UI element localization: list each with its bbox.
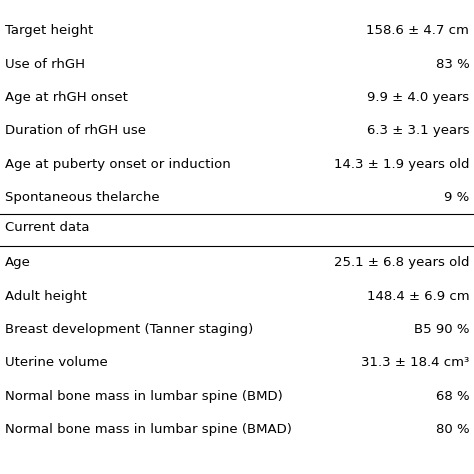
Text: Current data: Current data bbox=[5, 221, 89, 234]
Text: Age at puberty onset or induction: Age at puberty onset or induction bbox=[5, 158, 230, 171]
Text: Age at rhGH onset: Age at rhGH onset bbox=[5, 91, 128, 104]
Text: 9.9 ± 4.0 years: 9.9 ± 4.0 years bbox=[367, 91, 469, 104]
Text: B5 90 %: B5 90 % bbox=[414, 323, 469, 336]
Text: 31.3 ± 18.4 cm³: 31.3 ± 18.4 cm³ bbox=[361, 356, 469, 369]
Text: 158.6 ± 4.7 cm: 158.6 ± 4.7 cm bbox=[366, 24, 469, 37]
Text: 9 %: 9 % bbox=[444, 191, 469, 204]
Text: 148.4 ± 6.9 cm: 148.4 ± 6.9 cm bbox=[366, 290, 469, 302]
Text: Age: Age bbox=[5, 256, 31, 269]
Text: Target height: Target height bbox=[5, 24, 93, 37]
Text: Adult height: Adult height bbox=[5, 290, 87, 302]
Text: 14.3 ± 1.9 years old: 14.3 ± 1.9 years old bbox=[334, 158, 469, 171]
Text: 83 %: 83 % bbox=[436, 58, 469, 71]
Text: 80 %: 80 % bbox=[436, 423, 469, 436]
Text: Use of rhGH: Use of rhGH bbox=[5, 58, 85, 71]
Text: 68 %: 68 % bbox=[436, 390, 469, 402]
Text: Spontaneous thelarche: Spontaneous thelarche bbox=[5, 191, 159, 204]
Text: 25.1 ± 6.8 years old: 25.1 ± 6.8 years old bbox=[334, 256, 469, 269]
Text: Breast development (Tanner staging): Breast development (Tanner staging) bbox=[5, 323, 253, 336]
Text: 6.3 ± 3.1 years: 6.3 ± 3.1 years bbox=[367, 125, 469, 137]
Text: Normal bone mass in lumbar spine (BMAD): Normal bone mass in lumbar spine (BMAD) bbox=[5, 423, 292, 436]
Text: Uterine volume: Uterine volume bbox=[5, 356, 108, 369]
Text: Normal bone mass in lumbar spine (BMD): Normal bone mass in lumbar spine (BMD) bbox=[5, 390, 283, 402]
Text: Duration of rhGH use: Duration of rhGH use bbox=[5, 125, 146, 137]
